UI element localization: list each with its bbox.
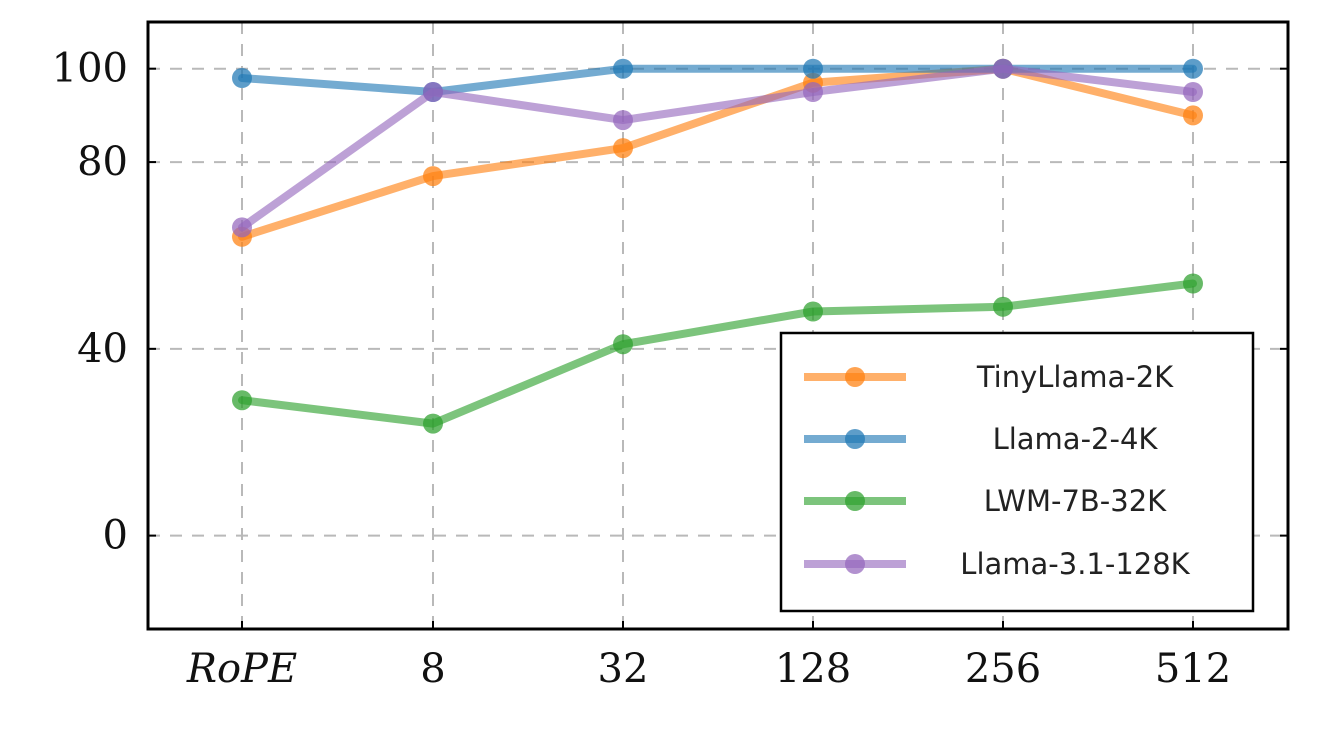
data-point [803,58,823,79]
legend: TinyLlama-2K Llama-2-4K LWM-7B-32K Llama-3.… [779,331,1255,613]
legend-label: Llama-2-4K [993,422,1159,456]
x-tick-label: 512 [1155,646,1231,692]
legend-label: TinyLlama-2K [976,360,1174,394]
legend-label: Llama-3.1-128K [960,547,1190,581]
data-point [423,413,443,434]
legend-item: Llama-2-4K [804,422,1158,456]
data-point [993,58,1013,79]
legend-marker [845,491,865,511]
series-line [238,64,1197,241]
y-tick-label: 0 [103,513,128,559]
x-tick-label: 256 [965,646,1041,692]
x-tick-label: RoPE [186,646,297,692]
data-point [613,110,633,131]
data-point [993,296,1013,317]
series-line [238,64,1197,232]
data-point [613,58,633,79]
data-point [613,334,633,355]
series-Llama-3.1-128K [232,58,1203,238]
legend-marker [845,554,865,574]
data-point [1183,105,1203,126]
legend-item: TinyLlama-2K [804,360,1174,394]
data-point [232,217,252,238]
legend-label: LWM-7B-32K [984,484,1167,518]
y-tick-label: 100 [52,46,128,92]
legend-marker [845,429,865,449]
tick-layer: RoPE 8 32 128 256 512 0 40 80 100 [52,46,1288,692]
data-point [423,82,443,102]
y-tick-label: 40 [77,326,128,372]
data-point [423,166,443,187]
legend-item: LWM-7B-32K [804,484,1167,518]
data-point [1183,273,1203,294]
data-point [613,138,633,159]
series-layer [232,58,1203,434]
data-point [1183,82,1203,102]
legend-item: Llama-3.1-128K [804,547,1191,581]
x-tick-label: 128 [775,646,851,692]
data-point [232,390,252,411]
x-tick-label: 32 [598,646,649,692]
data-point [803,82,823,102]
series-LWM-7B-32K [232,273,1203,434]
data-point [232,68,252,88]
legend-items: TinyLlama-2K Llama-2-4K LWM-7B-32K Llama-3.… [804,360,1191,581]
data-point [1183,58,1203,79]
legend-marker [845,367,865,387]
series-line [238,279,1197,428]
y-tick-label: 80 [77,139,128,185]
x-tick-label: 8 [420,646,445,692]
plot-frame [146,20,1290,631]
data-point [803,301,823,322]
